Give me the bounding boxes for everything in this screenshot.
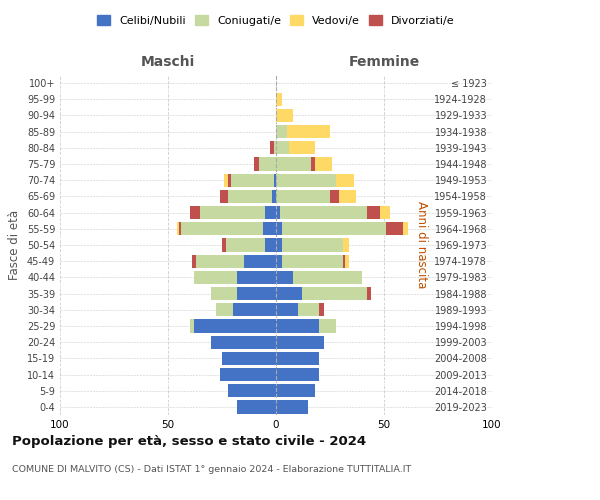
Bar: [211, 336, 276, 349]
Bar: [276, 270, 293, 284]
Bar: [302, 287, 367, 300]
Bar: [276, 303, 298, 316]
Bar: [311, 158, 315, 170]
Bar: [298, 303, 319, 316]
Bar: [181, 222, 263, 235]
Bar: [229, 384, 276, 398]
Bar: [263, 222, 276, 235]
Bar: [190, 206, 200, 220]
Bar: [276, 109, 293, 122]
Bar: [367, 287, 371, 300]
Legend: Celibi/Nubili, Coniugati/e, Vedovi/e, Divorziati/e: Celibi/Nubili, Coniugati/e, Vedovi/e, Di…: [93, 10, 459, 30]
Text: COMUNE DI MALVITO (CS) - Dati ISTAT 1° gennaio 2024 - Elaborazione TUTTITALIA.IT: COMUNE DI MALVITO (CS) - Dati ISTAT 1° g…: [12, 465, 411, 474]
Bar: [319, 320, 337, 332]
Bar: [337, 174, 354, 187]
Bar: [220, 190, 229, 203]
Bar: [276, 336, 323, 349]
Bar: [224, 174, 229, 187]
Bar: [280, 206, 367, 220]
Bar: [276, 352, 319, 365]
Bar: [276, 206, 280, 220]
Bar: [194, 270, 237, 284]
Bar: [283, 222, 386, 235]
Bar: [237, 287, 276, 300]
Text: Maschi: Maschi: [141, 54, 195, 68]
Bar: [276, 254, 283, 268]
Bar: [269, 141, 274, 154]
Text: Femmine: Femmine: [349, 54, 419, 68]
Bar: [220, 368, 276, 381]
Bar: [192, 254, 196, 268]
Bar: [330, 190, 338, 203]
Bar: [386, 222, 403, 235]
Bar: [176, 222, 179, 235]
Bar: [254, 158, 259, 170]
Bar: [244, 254, 276, 268]
Bar: [276, 238, 283, 252]
Bar: [272, 190, 276, 203]
Bar: [226, 238, 265, 252]
Bar: [276, 400, 308, 413]
Bar: [222, 238, 226, 252]
Bar: [367, 206, 380, 220]
Bar: [293, 270, 362, 284]
Bar: [229, 174, 230, 187]
Bar: [276, 125, 287, 138]
Bar: [343, 254, 345, 268]
Y-axis label: Anni di nascita: Anni di nascita: [415, 202, 428, 288]
Bar: [274, 141, 276, 154]
Y-axis label: Fasce di età: Fasce di età: [8, 210, 21, 280]
Bar: [283, 254, 343, 268]
Bar: [276, 190, 330, 203]
Bar: [229, 190, 272, 203]
Bar: [276, 368, 319, 381]
Bar: [276, 174, 337, 187]
Bar: [265, 206, 276, 220]
Bar: [315, 158, 332, 170]
Bar: [179, 222, 181, 235]
Bar: [276, 384, 315, 398]
Bar: [345, 254, 349, 268]
Bar: [283, 238, 343, 252]
Bar: [190, 320, 194, 332]
Bar: [237, 270, 276, 284]
Bar: [274, 174, 276, 187]
Bar: [215, 303, 233, 316]
Bar: [319, 303, 323, 316]
Bar: [343, 238, 349, 252]
Bar: [211, 287, 237, 300]
Bar: [200, 206, 265, 220]
Bar: [338, 190, 356, 203]
Text: Popolazione per età, sesso e stato civile - 2024: Popolazione per età, sesso e stato civil…: [12, 435, 366, 448]
Bar: [276, 222, 283, 235]
Bar: [196, 254, 244, 268]
Bar: [403, 222, 408, 235]
Bar: [259, 158, 276, 170]
Bar: [222, 352, 276, 365]
Bar: [265, 238, 276, 252]
Bar: [289, 141, 315, 154]
Bar: [276, 320, 319, 332]
Bar: [276, 92, 283, 106]
Bar: [287, 125, 330, 138]
Bar: [276, 287, 302, 300]
Bar: [233, 303, 276, 316]
Bar: [276, 158, 311, 170]
Bar: [237, 400, 276, 413]
Bar: [194, 320, 276, 332]
Bar: [230, 174, 274, 187]
Bar: [380, 206, 391, 220]
Bar: [276, 141, 289, 154]
